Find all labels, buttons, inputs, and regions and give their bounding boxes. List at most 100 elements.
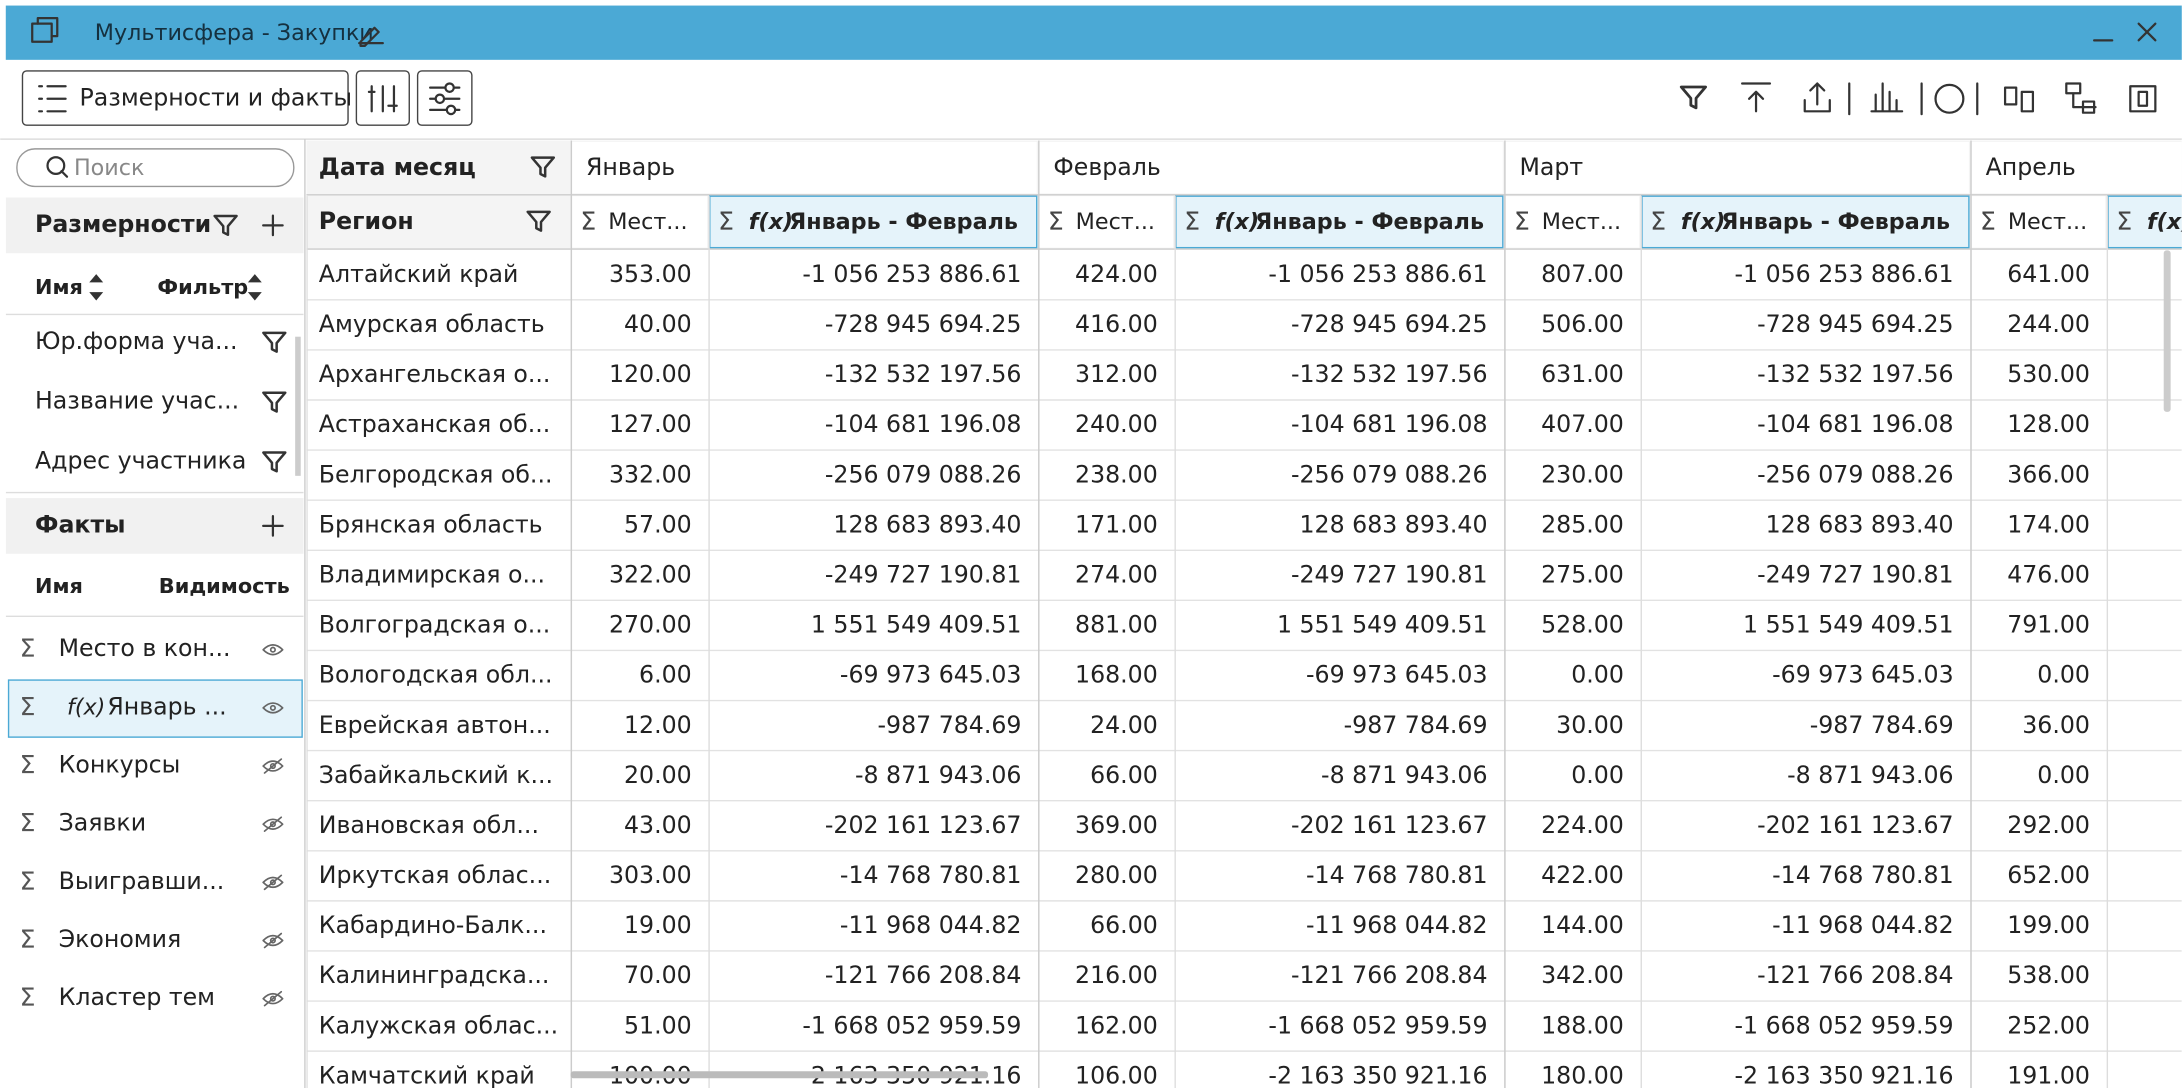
sum-icon: Σ [1048,207,1064,236]
formula-icon: f(x) [67,694,105,720]
value-cell: 332.00 [609,460,692,488]
value-cell: 57.00 [624,510,692,538]
value-cell: -132 532 197.56 [825,360,1022,388]
column-dimension: Дата месяц [319,153,476,181]
hidden-icon[interactable] [262,990,284,1007]
measure-label: Мест... [1542,209,1621,235]
value-cell: 807.00 [1541,260,1624,288]
measure-header [1505,196,1640,248]
hidden-icon[interactable] [262,874,284,891]
h-scrollbar[interactable] [570,1071,989,1079]
value-cell: 342.00 [1541,961,1624,989]
value-cell: 530.00 [2007,360,2090,388]
value-cell: 40.00 [624,310,692,338]
fact-item: Кластер тем [59,983,215,1011]
measure-label: Январь - Февраль [1255,209,1484,235]
value-cell: 30.00 [1556,711,1624,739]
dims-facts-label: Размерности и факты [80,83,353,111]
formula-icon: f(x) [2147,209,2182,235]
value-cell: 476.00 [2007,561,2090,589]
close-button[interactable] [2137,22,2157,42]
value-cell: 24.00 [1090,711,1158,739]
search-box[interactable] [16,148,295,188]
sort-icon[interactable] [89,274,104,301]
hidden-icon[interactable] [262,932,284,949]
add-dimension[interactable] [262,214,284,237]
value-cell: 275.00 [1541,561,1624,589]
slash [263,990,283,1007]
value-cell: -202 161 123.67 [825,811,1022,839]
sum-icon: Σ [20,866,36,895]
chart-tool[interactable] [1870,82,1904,113]
value-cell: -1 668 052 959.59 [1268,1011,1487,1039]
value-cell: 128 683 893.40 [833,510,1021,538]
value-cell: 1 551 549 409.51 [811,611,1022,639]
edit-title-button[interactable] [358,26,384,48]
sum-icon: Σ [20,808,36,837]
visible-icon[interactable] [262,702,284,714]
search-icon [46,156,66,176]
v-scrollbar[interactable] [2163,250,2171,412]
import-tool[interactable] [1741,82,1772,113]
month-header [1039,141,1503,194]
sidebar-scrollbar[interactable] [295,336,301,476]
value-cell: -11 968 044.82 [1306,911,1487,939]
value-cell: 322.00 [609,561,692,589]
value-cell: -249 727 190.81 [825,561,1022,589]
measure-label: Мест... [2008,209,2087,235]
value-cell: -256 079 088.26 [1291,460,1488,488]
value-cell: -728 945 694.25 [1757,310,1954,338]
sort-icon[interactable] [247,274,262,301]
region-cell: Ивановская обл... [319,811,539,839]
value-cell: -8 871 943.06 [855,761,1021,789]
value-cell: 174.00 [2007,510,2090,538]
value-cell: -69 973 645.03 [1772,661,1953,689]
pupil [269,821,276,828]
value-cell: 20.00 [624,761,692,789]
month-header [1971,141,2182,194]
value-cell: -1 668 052 959.59 [802,1011,1021,1039]
value-cell: 252.00 [2007,1011,2090,1039]
value-cell: 641.00 [2007,260,2090,288]
value-cell: 369.00 [1075,811,1158,839]
value-cell: 1 551 549 409.51 [1277,611,1488,639]
export-tool[interactable] [1803,82,1831,113]
value-cell: 366.00 [2007,460,2090,488]
value-cell: 791.00 [2007,611,2090,639]
value-cell: 416.00 [1075,310,1158,338]
value-cell: 168.00 [1075,661,1158,689]
hidden-icon[interactable] [262,758,284,774]
dimensions-col-filter: Фильтр [157,275,248,299]
region-cell: Амурская область [319,310,545,338]
value-cell: 652.00 [2007,861,2090,889]
value-cell: 0.00 [2037,761,2090,789]
pupil [269,995,276,1002]
settings-knob [445,104,457,116]
dims-facts-button[interactable] [21,70,349,126]
value-cell: -2 163 350 921.16 [1268,1061,1487,1088]
tree-tool[interactable] [2065,82,2097,114]
value-cell: 171.00 [1075,510,1158,538]
value-cell: -14 768 780.81 [1772,861,1953,889]
region-cell: Архангельская о... [319,360,551,388]
value-cell: 6.00 [639,661,692,689]
formula-icon: f(x) [749,209,793,235]
value-cell: 162.00 [1075,1011,1158,1039]
month-header [572,141,1037,194]
copy-tool[interactable] [2003,86,2035,113]
sidebar: Поиск Размерности Имя Фильтр Факты Имя В… [5,148,304,1012]
region-cell: Астраханская об... [319,410,550,438]
visible-icon[interactable] [262,644,284,656]
value-cell: -132 532 197.56 [1291,360,1488,388]
slash [263,932,283,949]
value-cell: -728 945 694.25 [1291,310,1488,338]
hidden-icon[interactable] [262,816,284,832]
lock-tool[interactable] [2129,85,2157,113]
add-fact[interactable] [262,515,284,537]
selected-fact-bg [7,679,303,738]
value-cell: -1 056 253 886.61 [802,260,1021,288]
compass-tool[interactable] [1934,83,1965,114]
sum-icon: Σ [1514,207,1530,236]
sum-icon: Σ [20,634,36,663]
value-cell: 224.00 [1541,811,1624,839]
